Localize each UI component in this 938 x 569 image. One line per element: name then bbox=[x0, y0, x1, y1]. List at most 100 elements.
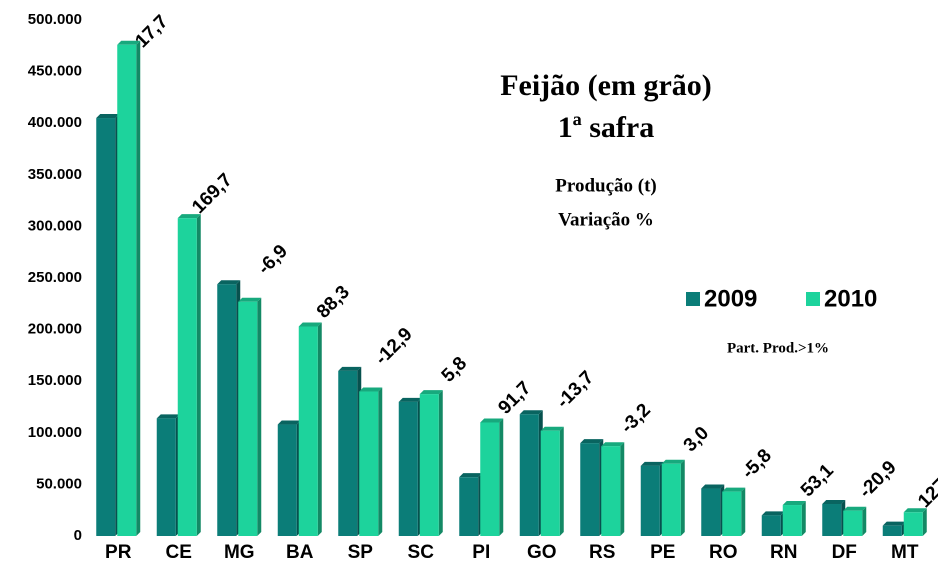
data-label: -12,9 bbox=[371, 324, 416, 369]
bar-face bbox=[359, 391, 379, 536]
bar bbox=[882, 521, 906, 536]
bar-top bbox=[398, 397, 422, 402]
bar bbox=[117, 40, 141, 536]
data-label: -20,9 bbox=[855, 457, 900, 502]
y-tick-label: 0 bbox=[74, 527, 82, 544]
bar-top bbox=[761, 511, 785, 516]
bar bbox=[398, 397, 422, 536]
bar-side bbox=[680, 459, 685, 536]
bar-face bbox=[722, 491, 742, 536]
bar-top bbox=[459, 473, 483, 478]
annotation: Produção (t) bbox=[555, 175, 657, 196]
x-tick-label: CE bbox=[166, 542, 192, 563]
bar-face bbox=[782, 505, 802, 536]
legend-label: 2010 bbox=[824, 285, 877, 312]
bar-top bbox=[843, 506, 867, 511]
bar-face bbox=[177, 218, 197, 537]
x-tick-label: DF bbox=[832, 542, 857, 563]
bar bbox=[540, 426, 564, 536]
x-tick-label: RS bbox=[589, 542, 615, 563]
y-tick-label: 150.000 bbox=[28, 372, 82, 389]
bar-top bbox=[238, 297, 262, 302]
x-tick-label: SC bbox=[408, 542, 435, 563]
bar-top bbox=[661, 459, 685, 464]
bar-top bbox=[359, 387, 383, 392]
y-tick-label: 450.000 bbox=[28, 63, 82, 80]
bar bbox=[580, 439, 604, 536]
y-tick-label: 250.000 bbox=[28, 269, 82, 286]
bar-top bbox=[903, 508, 927, 513]
bar-face bbox=[277, 424, 297, 536]
bar bbox=[480, 418, 504, 536]
x-tick-label: PR bbox=[105, 542, 132, 563]
bar-top bbox=[519, 410, 543, 415]
bar-side bbox=[741, 487, 746, 536]
x-tick-label: PI bbox=[472, 542, 490, 563]
bar-side bbox=[378, 387, 383, 536]
x-tick-label: SP bbox=[348, 542, 374, 563]
bar bbox=[822, 500, 846, 536]
bar-face bbox=[117, 44, 137, 536]
bar-face bbox=[419, 394, 439, 536]
annotation: Part. Prod.>1% bbox=[727, 340, 829, 356]
bar bbox=[661, 459, 685, 536]
bar-side bbox=[438, 390, 443, 536]
bar bbox=[903, 508, 927, 536]
bar-face bbox=[298, 326, 318, 536]
bar bbox=[419, 390, 443, 536]
bar-top bbox=[580, 439, 604, 444]
bar-top bbox=[882, 521, 906, 526]
bar-face bbox=[903, 512, 923, 536]
bar-top bbox=[419, 390, 443, 395]
annotation: Variação % bbox=[558, 209, 654, 230]
bar-face bbox=[398, 401, 418, 536]
y-tick-label: 500.000 bbox=[28, 11, 82, 28]
bar bbox=[277, 420, 301, 536]
chart-subtitle: 1ª safra bbox=[558, 111, 654, 144]
data-label: 127,1 bbox=[914, 463, 938, 512]
data-label: -13,7 bbox=[553, 367, 598, 412]
bar bbox=[177, 214, 201, 537]
bar-top bbox=[177, 214, 201, 219]
bar bbox=[519, 410, 543, 536]
chart-title: Feijão (em grão) bbox=[500, 69, 712, 102]
data-label: 53,1 bbox=[797, 460, 838, 501]
bar bbox=[156, 414, 180, 536]
bar-top bbox=[117, 40, 141, 45]
data-label: -5,8 bbox=[738, 445, 776, 483]
bar-face bbox=[459, 477, 479, 536]
bar bbox=[701, 484, 725, 536]
bar bbox=[843, 506, 867, 536]
bar bbox=[338, 366, 362, 536]
bar bbox=[601, 442, 625, 536]
data-label: 169,7 bbox=[188, 170, 236, 218]
x-tick-label: RN bbox=[770, 542, 797, 563]
bar-face bbox=[601, 446, 621, 536]
bar-side bbox=[559, 426, 564, 536]
bar bbox=[640, 461, 664, 536]
y-tick-label: 200.000 bbox=[28, 321, 82, 338]
bar-face bbox=[822, 504, 842, 536]
bar-top bbox=[601, 442, 625, 447]
bar-face bbox=[540, 430, 560, 536]
bar-face bbox=[640, 465, 660, 536]
x-tick-label: BA bbox=[286, 542, 314, 563]
bar bbox=[359, 387, 383, 536]
bar bbox=[217, 280, 241, 536]
bar bbox=[96, 114, 120, 536]
bar-top bbox=[822, 500, 846, 505]
data-label: -3,2 bbox=[617, 400, 655, 438]
data-label: -6,9 bbox=[254, 241, 292, 279]
bar-face bbox=[580, 443, 600, 536]
bar-top bbox=[782, 501, 806, 506]
bar-top bbox=[701, 484, 725, 489]
bar-face bbox=[238, 301, 258, 536]
bar-side bbox=[317, 322, 322, 536]
y-tick-label: 400.000 bbox=[28, 114, 82, 131]
bar-side bbox=[862, 506, 867, 536]
bar bbox=[761, 511, 785, 536]
bar-side bbox=[499, 418, 504, 536]
bar-top bbox=[217, 280, 241, 285]
x-tick-label: MG bbox=[224, 542, 255, 563]
